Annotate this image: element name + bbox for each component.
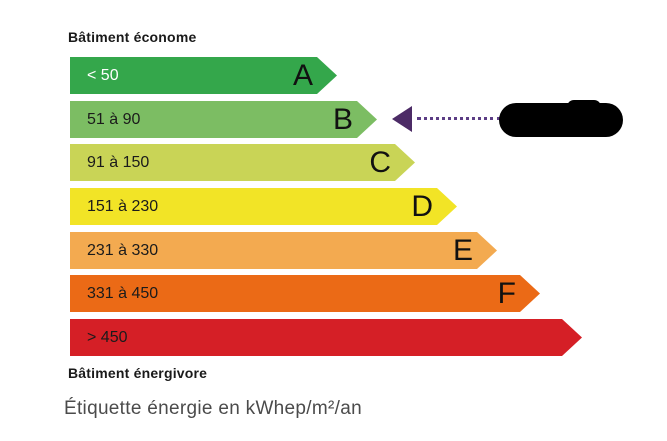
dotted-connector-line bbox=[417, 117, 501, 120]
energy-band-c: 91 à 150 C bbox=[70, 144, 415, 181]
band-e-range-label: 231 à 330 bbox=[87, 241, 159, 259]
band-c-letter: C bbox=[369, 145, 391, 179]
band-b-letter: B bbox=[332, 102, 353, 136]
chart-caption: Étiquette énergie en kWhep/m²/an bbox=[64, 398, 362, 419]
energy-band-g: > 450 bbox=[70, 319, 582, 356]
energy-band-d: 151 à 230 D bbox=[70, 188, 457, 225]
energy-intensive-building-label: Bâtiment énergivore bbox=[68, 365, 208, 381]
energy-band-a: < 50 A bbox=[70, 57, 337, 94]
energy-band-f: 331 à 450 F bbox=[70, 275, 540, 312]
energy-band-b: 51 à 90 B bbox=[70, 101, 377, 138]
band-c-range-label: 91 à 150 bbox=[87, 153, 150, 171]
band-f-letter: F bbox=[497, 276, 516, 310]
redacted-value bbox=[499, 100, 623, 137]
band-d-letter: D bbox=[411, 189, 433, 223]
energy-band-e: 231 à 330 E bbox=[70, 232, 497, 269]
band-g-range-label: > 450 bbox=[87, 328, 128, 346]
band-f-range-label: 331 à 450 bbox=[87, 284, 159, 302]
band-d-range-label: 151 à 230 bbox=[87, 197, 159, 215]
arrow-left-icon bbox=[392, 106, 412, 132]
band-e-letter: E bbox=[452, 233, 473, 267]
band-a-letter: A bbox=[292, 58, 313, 92]
band-a-range-label: < 50 bbox=[87, 66, 119, 84]
economical-building-label: Bâtiment économe bbox=[68, 29, 197, 45]
band-b-range-label: 51 à 90 bbox=[87, 110, 141, 128]
